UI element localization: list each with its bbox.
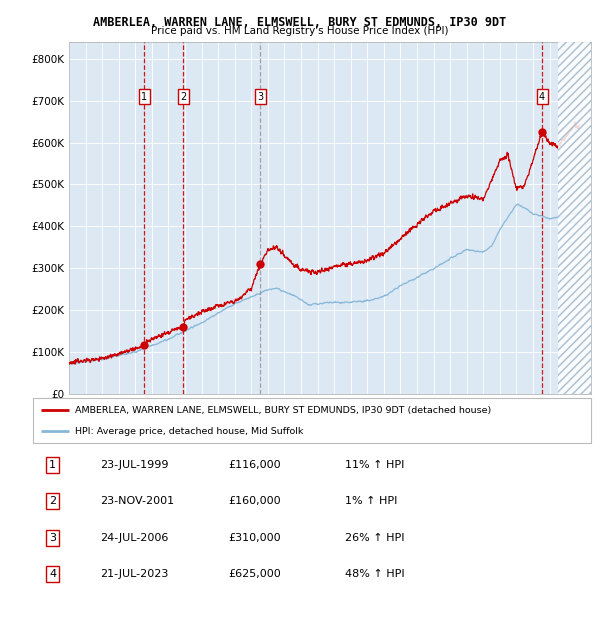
Text: 1: 1 — [49, 459, 56, 470]
Text: 11% ↑ HPI: 11% ↑ HPI — [346, 459, 405, 470]
Text: 23-JUL-1999: 23-JUL-1999 — [100, 459, 169, 470]
Text: £310,000: £310,000 — [228, 533, 281, 542]
Text: Price paid vs. HM Land Registry's House Price Index (HPI): Price paid vs. HM Land Registry's House … — [151, 26, 449, 36]
Text: 24-JUL-2006: 24-JUL-2006 — [100, 533, 169, 542]
Text: 4: 4 — [539, 92, 545, 102]
Text: 26% ↑ HPI: 26% ↑ HPI — [346, 533, 405, 542]
Text: AMBERLEA, WARREN LANE, ELMSWELL, BURY ST EDMUNDS, IP30 9DT: AMBERLEA, WARREN LANE, ELMSWELL, BURY ST… — [94, 16, 506, 29]
Text: HPI: Average price, detached house, Mid Suffolk: HPI: Average price, detached house, Mid … — [75, 427, 303, 436]
Text: 21-JUL-2023: 21-JUL-2023 — [100, 569, 169, 579]
Text: 23-NOV-2001: 23-NOV-2001 — [100, 496, 174, 506]
Bar — [558, 42, 591, 394]
Text: 2: 2 — [49, 496, 56, 506]
Text: 4: 4 — [49, 569, 56, 579]
Text: AMBERLEA, WARREN LANE, ELMSWELL, BURY ST EDMUNDS, IP30 9DT (detached house): AMBERLEA, WARREN LANE, ELMSWELL, BURY ST… — [75, 405, 491, 415]
Text: £625,000: £625,000 — [228, 569, 281, 579]
Text: 3: 3 — [257, 92, 263, 102]
Text: 3: 3 — [49, 533, 56, 542]
Text: 1: 1 — [142, 92, 148, 102]
Text: 2: 2 — [180, 92, 187, 102]
Text: 1% ↑ HPI: 1% ↑ HPI — [346, 496, 398, 506]
Text: £116,000: £116,000 — [228, 459, 281, 470]
Text: £160,000: £160,000 — [228, 496, 281, 506]
Text: 48% ↑ HPI: 48% ↑ HPI — [346, 569, 405, 579]
